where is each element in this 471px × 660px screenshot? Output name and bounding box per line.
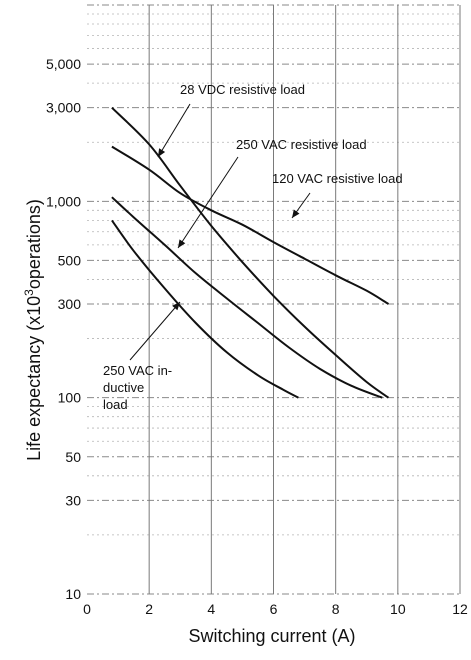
series-lines	[111, 106, 390, 399]
series-line-1	[111, 106, 390, 399]
annotation-line: load	[103, 397, 128, 412]
x-tick-label: 6	[270, 601, 278, 617]
annotations: 28 VDC resistive load 250 VAC resistive l…	[103, 82, 403, 412]
annotation-arrowhead	[172, 302, 180, 311]
x-tick-label: 0	[83, 601, 91, 617]
x-tick-label: 8	[332, 601, 340, 617]
annotation-line: ductive	[103, 380, 144, 395]
annotation-arrowhead	[178, 239, 186, 248]
tick-labels: 0 2 4 6 8 10 12 10 30 50 100 300 500 1,000 3,000 5,000	[46, 56, 468, 617]
annotation-leaders	[129, 103, 311, 361]
y-tick-label: 1,000	[46, 193, 81, 209]
y-tick-label: 300	[58, 296, 82, 312]
annotation-line: 28 VDC resistive load	[180, 82, 305, 97]
grid	[87, 4, 461, 595]
series-annotation-1: 28 VDC resistive load	[180, 82, 305, 97]
x-tick-label: 4	[207, 601, 215, 617]
y-axis-title-main: Life expectancy (x10	[24, 296, 44, 461]
annotation-leader-line	[177, 156, 239, 249]
y-axis-title: Life expectancy (x103operations)	[22, 199, 44, 461]
x-tick-label: 10	[390, 601, 406, 617]
annotation-arrowhead	[158, 148, 166, 157]
series-annotation-2: 250 VAC resistive load	[236, 137, 367, 152]
annotation-leader-line	[157, 103, 191, 158]
series-line-4	[111, 219, 299, 399]
series-annotation-3: 120 VAC resistive load	[272, 171, 403, 186]
series-line-2	[111, 196, 383, 399]
series-line-3	[111, 145, 390, 305]
y-tick-label: 500	[58, 252, 82, 268]
series-annotation-4: 250 VAC in-ductive load	[103, 363, 172, 412]
y-tick-label: 5,000	[46, 56, 81, 72]
y-tick-label: 100	[58, 390, 82, 406]
x-axis-title: Switching current (A)	[188, 626, 355, 646]
annotation-line: 250 VAC in-	[103, 363, 172, 378]
y-tick-label: 50	[65, 449, 81, 465]
annotation-arrowhead	[292, 209, 300, 218]
annotation-line: 250 VAC resistive load	[236, 137, 367, 152]
x-tick-label: 2	[145, 601, 153, 617]
annotation-line: 120 VAC resistive load	[272, 171, 403, 186]
annotation-leader-line	[129, 301, 181, 361]
y-tick-label: 30	[65, 492, 81, 508]
x-tick-label: 12	[452, 601, 468, 617]
y-tick-label: 10	[65, 586, 81, 602]
y-tick-label: 3,000	[46, 100, 81, 116]
y-axis-title-exponent: 3	[22, 289, 36, 296]
y-axis-title-tail: operations)	[24, 199, 44, 289]
